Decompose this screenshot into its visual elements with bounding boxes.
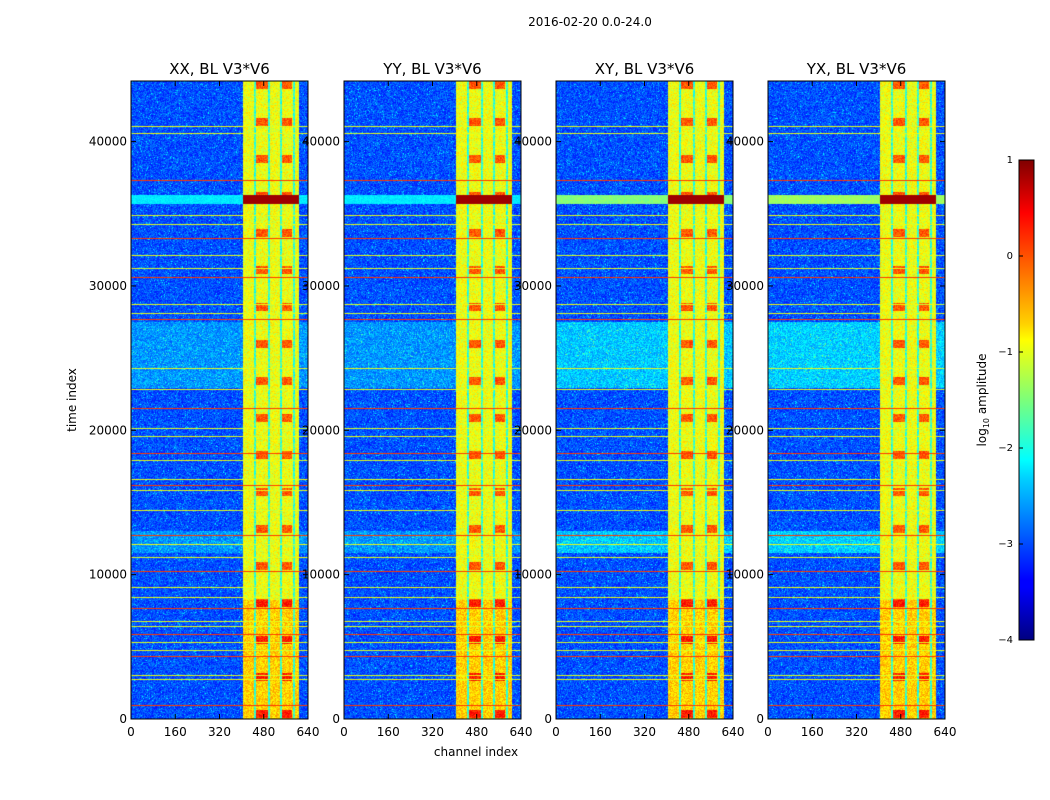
colorbar-tick-label: −1 xyxy=(998,347,1013,358)
x-tick-label: 320 xyxy=(845,725,868,739)
x-tick-label: 160 xyxy=(589,725,612,739)
y-tick-label: 10000 xyxy=(302,568,340,582)
y-tick-label: 40000 xyxy=(726,135,764,149)
y-tick-label: 20000 xyxy=(302,423,340,437)
y-tick-label: 30000 xyxy=(726,279,764,293)
x-tick-label: 320 xyxy=(208,725,231,739)
heatmap-panel-yy: YY, BL V3*V6 0 160 320 480 640 0 10000 20000 3000… xyxy=(302,60,533,739)
panels: XX, BL V3*V6 0 160 320 480 640 0 10000 20000 3000… xyxy=(89,60,957,739)
y-tick-label: 30000 xyxy=(302,279,340,293)
heatmap-panel-xx: XX, BL V3*V6 0 160 320 480 640 0 10000 20000 3000… xyxy=(89,60,320,739)
x-tick-label: 160 xyxy=(801,725,824,739)
heatmap-image xyxy=(556,81,733,719)
colorbar-gradient xyxy=(1018,159,1035,641)
x-tick-label: 480 xyxy=(465,725,488,739)
panel-title: YX, BL V3*V6 xyxy=(806,60,907,78)
colorbar-tick-label: −3 xyxy=(998,539,1013,550)
panel-title: XX, BL V3*V6 xyxy=(169,60,270,78)
y-tick-label: 30000 xyxy=(514,279,552,293)
y-tick-label: 20000 xyxy=(89,423,127,437)
y-tick-label: 20000 xyxy=(514,423,552,437)
x-tick-label: 160 xyxy=(377,725,400,739)
y-tick-label: 0 xyxy=(756,712,764,726)
x-tick-label: 0 xyxy=(764,725,772,739)
y-axis-label: time index xyxy=(65,368,79,432)
colorbar-tick-label: −4 xyxy=(998,635,1013,646)
colorbar-tick-label: 0 xyxy=(1007,251,1013,262)
colorbar-label: log10 amplitude xyxy=(975,354,991,447)
y-tick-label: 10000 xyxy=(89,568,127,582)
y-tick-label: 40000 xyxy=(89,135,127,149)
y-tick-label: 10000 xyxy=(514,568,552,582)
figure-suptitle: 2016-02-20 0.0-24.0 xyxy=(528,15,652,29)
x-tick-label: 480 xyxy=(252,725,275,739)
x-tick-label: 320 xyxy=(421,725,444,739)
x-tick-label: 640 xyxy=(510,725,533,739)
x-tick-label: 160 xyxy=(164,725,187,739)
x-tick-label: 640 xyxy=(722,725,745,739)
panel-title: XY, BL V3*V6 xyxy=(595,60,695,78)
heatmap-image xyxy=(768,81,945,719)
panel-title: YY, BL V3*V6 xyxy=(382,60,481,78)
colorbar-tick-label: −2 xyxy=(998,443,1013,454)
y-tick-label: 0 xyxy=(544,712,552,726)
heatmap-image xyxy=(344,81,521,719)
heatmap-panel-xy: XY, BL V3*V6 0 160 320 480 640 0 10000 20000 3000… xyxy=(514,60,745,739)
x-tick-label: 0 xyxy=(127,725,135,739)
colorbar-tick-label: 1 xyxy=(1007,155,1013,166)
y-tick-label: 40000 xyxy=(302,135,340,149)
x-tick-label: 0 xyxy=(340,725,348,739)
y-tick-label: 0 xyxy=(332,712,340,726)
x-tick-label: 480 xyxy=(677,725,700,739)
x-tick-label: 640 xyxy=(934,725,957,739)
y-tick-label: 10000 xyxy=(726,568,764,582)
x-tick-label: 320 xyxy=(633,725,656,739)
y-tick-label: 30000 xyxy=(89,279,127,293)
heatmap-panel-yx: YX, BL V3*V6 0 160 320 480 640 0 10000 20000 3000… xyxy=(726,60,957,739)
x-axis-label: channel index xyxy=(434,745,518,759)
x-tick-label: 480 xyxy=(889,725,912,739)
x-tick-label: 0 xyxy=(552,725,560,739)
y-tick-label: 40000 xyxy=(514,135,552,149)
heatmap-image xyxy=(131,81,308,719)
x-tick-label: 640 xyxy=(297,725,320,739)
y-tick-label: 20000 xyxy=(726,423,764,437)
colorbar: 1 0 −1 −2 −3 −4 log10 amplitude xyxy=(975,155,1035,646)
y-tick-label: 0 xyxy=(119,712,127,726)
